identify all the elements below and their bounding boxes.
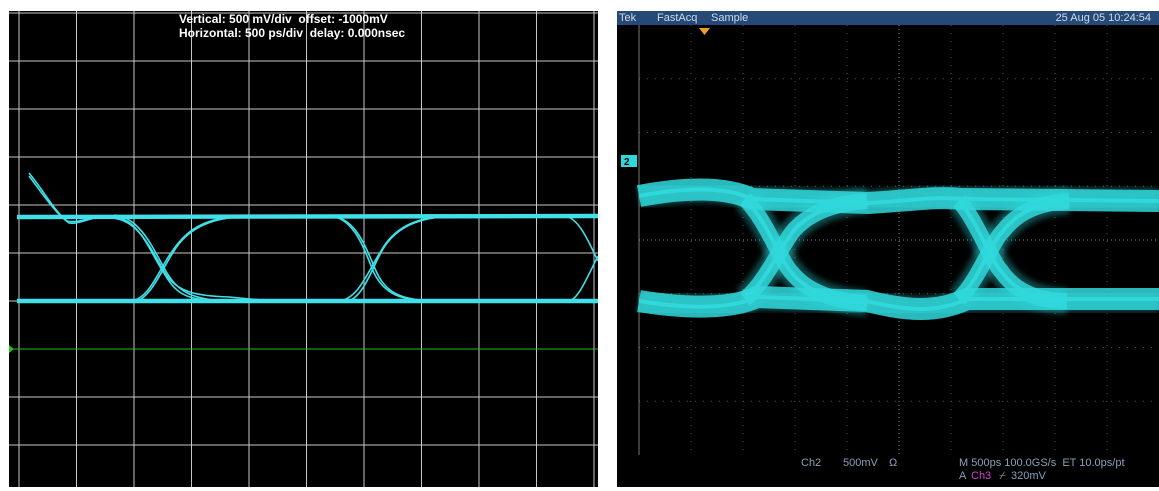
eye-band-trace [957,199,1068,303]
trigger-level-label: 320mV [1011,470,1046,482]
channel-label: Ch2 [801,457,822,469]
timebase-label: M 500ps 100.0GS/s ET 10.0ps/pt [959,457,1125,469]
vertical-settings-label: Vertical: 500 mV/div offset: -1000mV [179,12,388,26]
trigger-prefix-label: A [959,470,967,482]
timestamp-label: 25 Aug 05 10:24:54 [1055,12,1151,24]
trigger-slope-icon: ⌿ [999,470,1006,482]
left-eye-diagram-plot [9,11,598,487]
eye-trace [28,172,110,223]
eye-trace [343,215,450,303]
scope-title-bar: Tek FastAcq Sample 25 Aug 05 10:24:54 [617,11,1159,25]
brand-label: Tek [619,12,637,24]
eye-trace [113,214,225,302]
vertical-scale-label: 500mV [843,457,878,469]
eye-trace [568,255,598,302]
trigger-position-marker-icon [699,28,710,35]
right-eye-diagram-plot: 2 [621,25,1159,455]
eye-trace [563,215,598,262]
eye-trace [108,217,295,303]
eye-band-trace [638,294,1159,311]
eye-trace [328,215,430,302]
left-oscilloscope-display: Vertical: 500 mV/div offset: -1000mV Hor… [9,11,598,487]
eye-trace [128,215,270,302]
trigger-source-label: Ch3 [971,470,992,482]
eye-band-trace [638,187,1159,206]
channel-marker-icon: 2 [621,155,637,168]
channel-marker-label: 2 [624,157,630,168]
scope-status-bar: Ch2 500mV Ω M 500ps 100.0GS/s ET 10.0ps/… [617,455,1159,487]
eye-trace [133,216,240,303]
acquisition-type-label: Sample [711,12,749,24]
channel-marker-box [621,155,637,167]
coupling-label: Ω [889,457,898,469]
eye-trace [333,216,440,303]
ground-marker-icon [9,345,14,353]
eye-band-trace [743,199,868,301]
acquisition-mode-label: FastAcq [657,12,698,24]
horizontal-settings-label: Horizontal: 500 ps/div delay: 0.000nsec [179,26,406,40]
eye-band-trace [957,199,1070,301]
eye-trace [108,215,259,301]
right-oscilloscope-display: Tek FastAcq Sample 25 Aug 05 10:24:54 2 … [617,11,1159,487]
eye-trace [28,175,112,224]
eye-band-trace [743,197,868,305]
